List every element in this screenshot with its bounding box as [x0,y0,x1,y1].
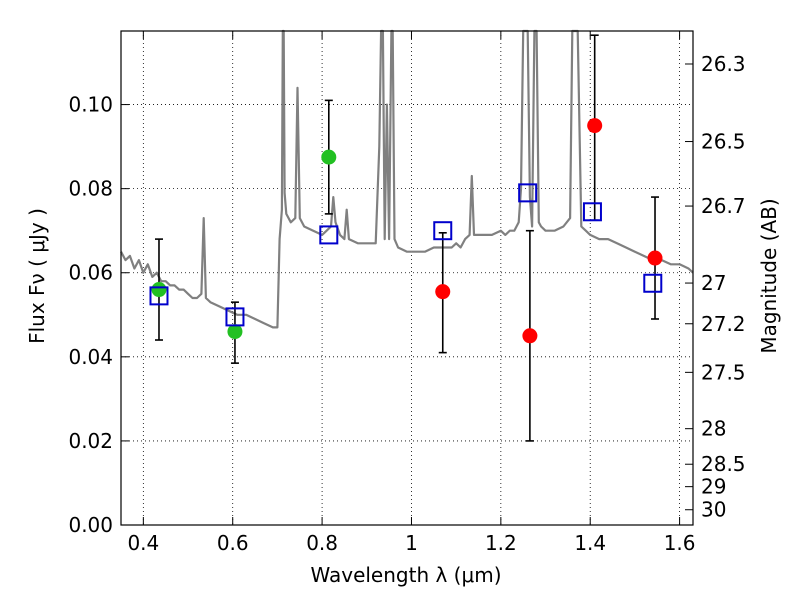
y-tick-label: 0.02 [68,429,113,453]
model-photometry-point [518,183,538,203]
x-axis-title: Wavelength λ (μm) [310,563,501,587]
data-point [151,282,167,298]
data-point [522,328,538,344]
y-axis-ticks: 0.00 0.02 0.04 0.06 0.08 0.10 [68,93,129,537]
y2-tick-label: 27 [701,271,726,295]
model-photometry-point [433,221,453,241]
y2-tick-label: 29 [701,475,726,499]
y-axis-title: Flux Fν ( μJy ) [25,208,49,344]
y-tick-label: 0.00 [68,513,113,537]
data-point [435,284,451,300]
x-tick-label: 1.6 [664,531,696,555]
x-axis-ticks: 0.4 0.6 0.8 1 1.2 1.4 1.6 [127,31,696,555]
y2-axis-title: Magnitude (AB) [757,198,781,353]
data-point [587,118,603,134]
x-tick-label: 0.4 [127,531,159,555]
y2-tick-label: 26.7 [701,194,746,218]
y2-tick-label: 27.2 [701,312,746,336]
plot-frame [120,30,694,526]
y-tick-label: 0.04 [68,345,113,369]
y2-tick-label: 26.5 [701,130,746,154]
markers-layer [149,118,663,344]
x-tick-label: 0.8 [306,531,338,555]
axes-frame [120,30,694,526]
data-point [321,149,337,165]
x-tick-label: 0.6 [217,531,249,555]
y-tick-label: 0.08 [68,177,113,201]
x-tick-label: 1.2 [485,531,517,555]
model-photometry-point [149,286,169,306]
y2-tick-label: 28 [701,417,726,441]
data-point [647,250,663,266]
y2-tick-label: 30 [701,498,726,522]
y2-tick-label: 27.5 [701,360,746,384]
y-tick-label: 0.06 [68,261,113,285]
x-tick-label: 1.4 [574,531,606,555]
model-photometry-point [582,202,602,222]
model-photometry-point [643,273,663,293]
y2-tick-label: 28.5 [701,452,746,476]
data-point [227,324,243,340]
x-tick-label: 1 [405,531,418,555]
model-photometry-point [319,225,339,245]
model-photometry-point [225,307,245,327]
y2-tick-label: 26.3 [701,52,746,76]
y-tick-label: 0.10 [68,93,113,117]
